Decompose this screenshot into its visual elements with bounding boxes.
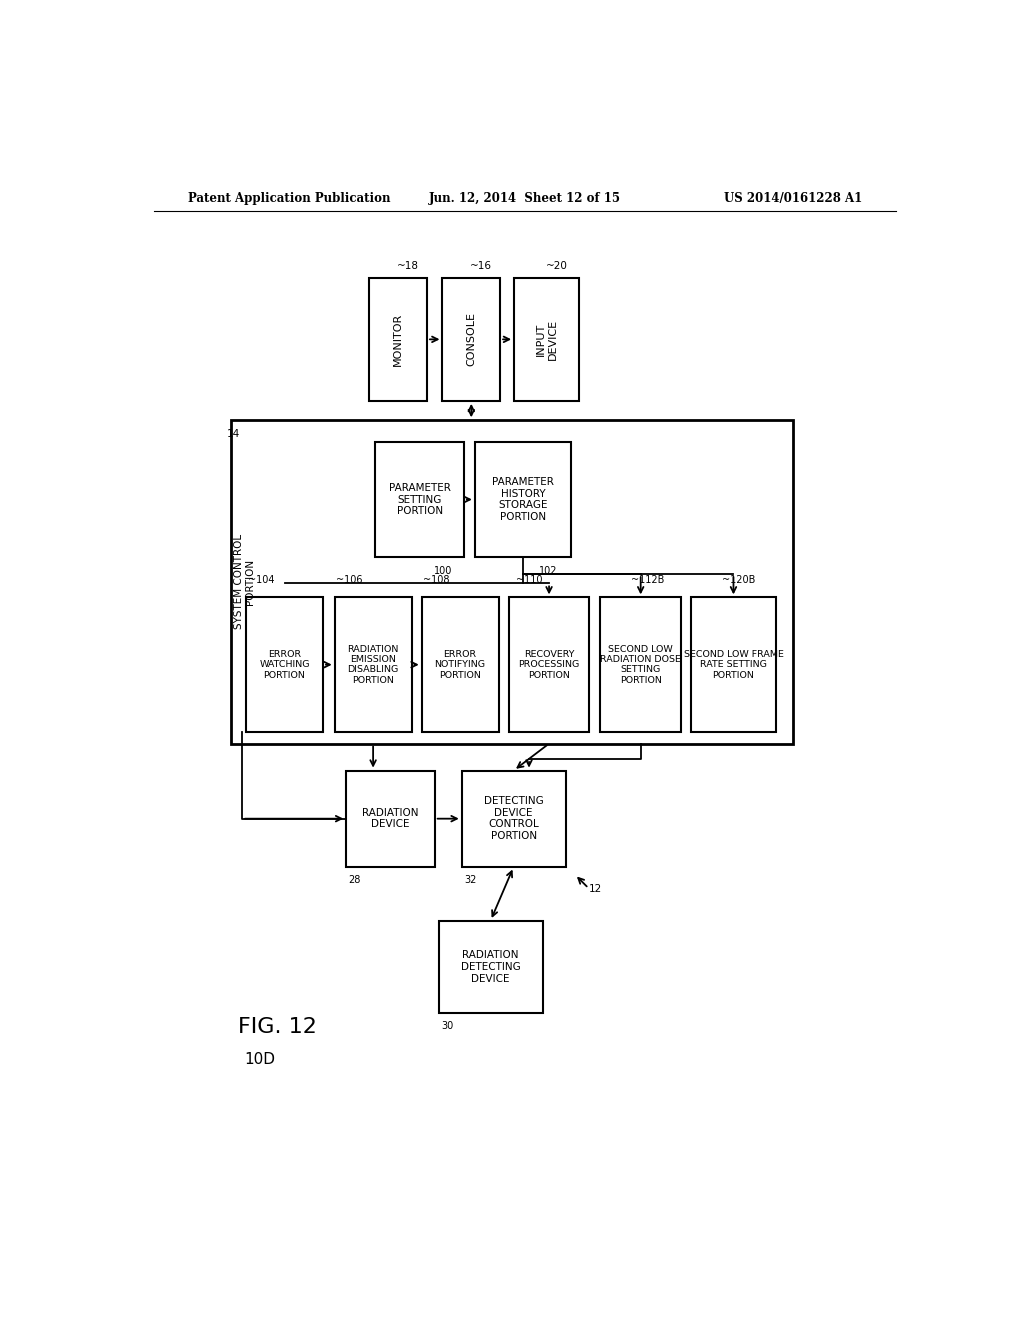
Text: ~106: ~106 (336, 576, 362, 585)
Text: 100: 100 (434, 566, 453, 577)
Text: Patent Application Publication: Patent Application Publication (188, 191, 391, 205)
Text: 14: 14 (226, 429, 240, 440)
Text: ~108: ~108 (423, 576, 450, 585)
Text: 28: 28 (348, 875, 360, 886)
Bar (422, 597, 499, 733)
Text: INPUT
DEVICE: INPUT DEVICE (536, 319, 557, 360)
Text: RECOVERY
PROCESSING
PORTION: RECOVERY PROCESSING PORTION (518, 649, 580, 680)
Bar (442, 277, 500, 401)
Text: ERROR
NOTIFYING
PORTION: ERROR NOTIFYING PORTION (434, 649, 485, 680)
Text: 10D: 10D (245, 1052, 275, 1067)
Text: RADIATION
EMISSION
DISABLING
PORTION: RADIATION EMISSION DISABLING PORTION (347, 644, 398, 685)
Text: SECOND LOW
RADIATION DOSE
SETTING
PORTION: SECOND LOW RADIATION DOSE SETTING PORTIO… (600, 644, 681, 685)
Text: SECOND LOW FRAME
RATE SETTING
PORTION: SECOND LOW FRAME RATE SETTING PORTION (684, 649, 783, 680)
Text: RADIATION
DETECTING
DEVICE: RADIATION DETECTING DEVICE (461, 950, 520, 983)
Text: PARAMETER
SETTING
PORTION: PARAMETER SETTING PORTION (389, 483, 451, 516)
Text: FIG. 12: FIG. 12 (239, 1016, 317, 1038)
Text: 30: 30 (441, 1020, 454, 1031)
Bar (246, 597, 323, 733)
Text: ~120B: ~120B (722, 576, 756, 585)
Text: 12: 12 (589, 884, 602, 894)
Text: ~18: ~18 (396, 261, 419, 271)
Text: 32: 32 (465, 875, 477, 886)
Bar (438, 921, 543, 1014)
Text: ~16: ~16 (470, 261, 492, 271)
Text: DETECTING
DEVICE
CONTROL
PORTION: DETECTING DEVICE CONTROL PORTION (483, 796, 544, 841)
Text: PARAMETER
HISTORY
STORAGE
PORTION: PARAMETER HISTORY STORAGE PORTION (492, 477, 554, 521)
Text: SYSTEM CONTROL
PORTION: SYSTEM CONTROL PORTION (233, 535, 255, 630)
Bar (475, 442, 571, 557)
Bar (376, 442, 464, 557)
Text: RADIATION
DEVICE: RADIATION DEVICE (362, 808, 419, 829)
Text: ~112B: ~112B (631, 576, 665, 585)
Text: 102: 102 (540, 566, 558, 577)
Text: ERROR
WATCHING
PORTION: ERROR WATCHING PORTION (259, 649, 310, 680)
Bar (230, 420, 793, 743)
Text: ~20: ~20 (546, 261, 567, 271)
Text: ~110: ~110 (515, 576, 542, 585)
Text: ~104: ~104 (248, 576, 274, 585)
Bar (509, 597, 590, 733)
Bar (514, 277, 580, 401)
Bar (335, 597, 412, 733)
Text: CONSOLE: CONSOLE (466, 313, 476, 367)
Bar (370, 277, 427, 401)
Text: Jun. 12, 2014  Sheet 12 of 15: Jun. 12, 2014 Sheet 12 of 15 (429, 191, 621, 205)
Text: US 2014/0161228 A1: US 2014/0161228 A1 (724, 191, 862, 205)
Bar (462, 771, 565, 867)
Bar (346, 771, 435, 867)
Text: MONITOR: MONITOR (393, 313, 403, 366)
Bar (691, 597, 776, 733)
Bar (600, 597, 681, 733)
